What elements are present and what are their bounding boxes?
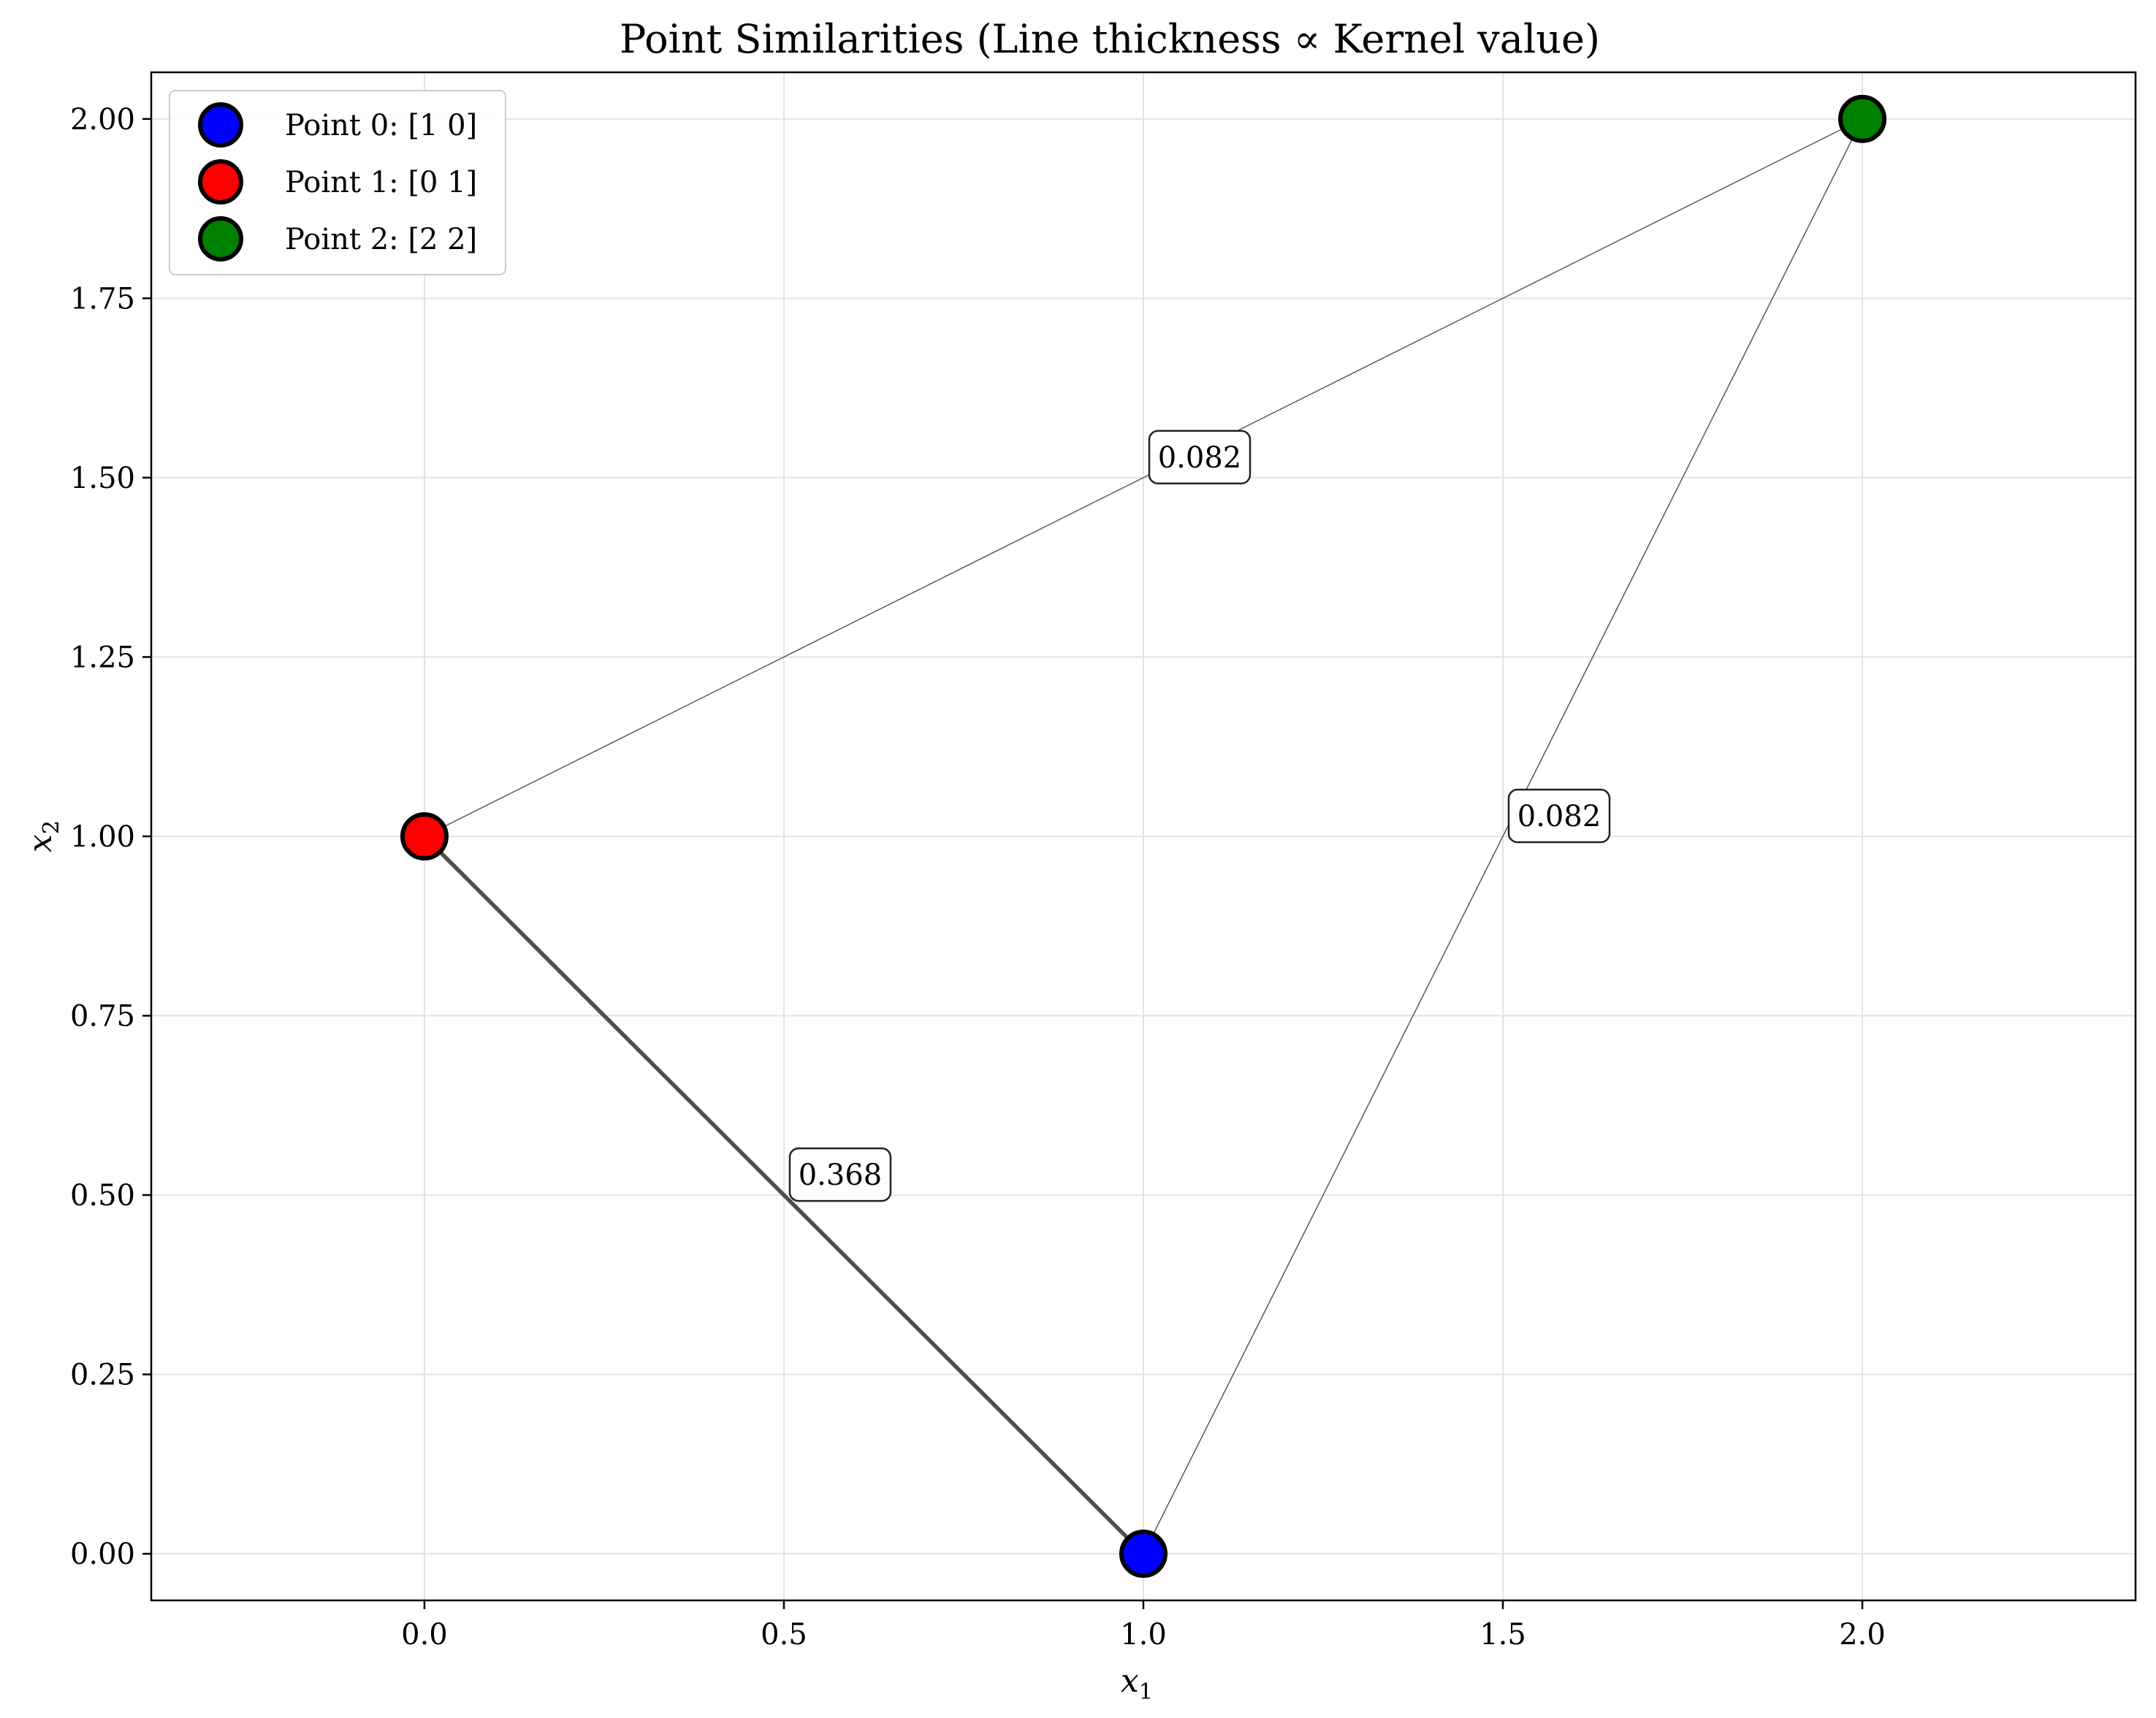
legend: Point 0: [1 0] Point 1: [0 1] Point 2: [2 … (169, 90, 506, 275)
x-tick-label: 0.5 (761, 1618, 807, 1652)
edge-label-box (1148, 430, 1252, 485)
edge-labels: 0.368 0.082 0.082 (788, 430, 1611, 1202)
y-tick-label: 1.25 (70, 641, 135, 674)
legend-marker (198, 102, 243, 148)
data-point (400, 812, 449, 860)
legend-entry: Point 2: [2 2] (285, 223, 477, 256)
legend-marker (198, 159, 243, 205)
x-axis: 0.0 0.5 1.0 1.5 2.0 (401, 1600, 1886, 1652)
y-tick-label: 0.50 (70, 1179, 135, 1213)
edge-label-box (1507, 788, 1611, 844)
data-point (1838, 94, 1887, 143)
y-tick-label: 1.00 (70, 820, 135, 854)
legend-frame (169, 90, 506, 275)
x-tick-label: 1.0 (1120, 1618, 1167, 1652)
edge-label: 0.368 (799, 1158, 883, 1192)
y-axis: 0.00 0.25 0.50 0.75 1.00 1.25 1.50 1.75 2.00 (70, 103, 151, 1571)
x-tick-label: 2.0 (1839, 1618, 1886, 1652)
similarity-edge (424, 118, 1863, 837)
similarity-edge (422, 835, 1145, 1556)
y-tick-label: 0.75 (70, 1000, 135, 1034)
similarity-edge (1143, 118, 1863, 1554)
legend-marker (198, 216, 243, 261)
y-tick-label: 0.25 (70, 1359, 135, 1392)
x-tick-label: 1.5 (1479, 1618, 1526, 1652)
x-axis-label: x1 (1121, 1662, 1153, 1705)
legend-entry: Point 0: [1 0] (285, 109, 477, 142)
data-point (1119, 1530, 1167, 1578)
data-points (400, 94, 1887, 1578)
y-axis-label: x2 (22, 820, 64, 852)
grid (151, 72, 2136, 1600)
edge-label: 0.082 (1517, 800, 1601, 833)
edges (422, 118, 1863, 1556)
edge-label-box (788, 1147, 892, 1202)
x-tick-label: 0.0 (401, 1618, 448, 1652)
y-tick-label: 2.00 (70, 103, 135, 137)
chart-title: Point Similarities (Line thickness ∝ Ker… (620, 16, 1600, 62)
y-tick-label: 1.75 (70, 282, 135, 316)
y-tick-label: 0.00 (70, 1538, 135, 1571)
y-tick-label: 1.50 (70, 462, 135, 495)
legend-entry: Point 1: [0 1] (285, 166, 477, 199)
edge-label: 0.082 (1158, 441, 1242, 475)
